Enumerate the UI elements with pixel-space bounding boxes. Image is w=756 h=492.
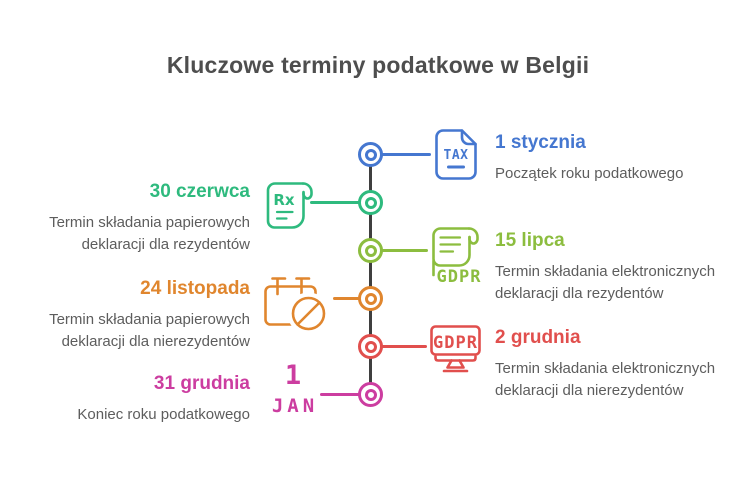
timeline-node xyxy=(358,334,383,359)
timeline-node-core xyxy=(364,148,377,161)
svg-text:TAX: TAX xyxy=(444,148,469,163)
timeline-node-core xyxy=(364,196,377,209)
timeline-node xyxy=(358,142,383,167)
gdpr-monitor-icon: GDPR xyxy=(427,321,484,374)
entry-date: 1 stycznia xyxy=(495,132,586,153)
timeline-node xyxy=(358,382,383,407)
entry-description: Koniec roku podatkowego xyxy=(77,406,250,423)
entry-date: 30 czerwca xyxy=(149,181,250,202)
jan-1-icon-month: JAN xyxy=(271,395,319,417)
entry-date: 31 grudnia xyxy=(153,373,250,394)
entry-description: Termin składania elektronicznych deklara… xyxy=(495,263,716,302)
timeline-entry: 15 lipca Termin składania elektronicznyc… xyxy=(495,229,750,305)
timeline-node-core xyxy=(364,388,377,401)
timeline-connector xyxy=(333,297,360,300)
jan-1-icon-day: 1 xyxy=(284,360,302,391)
rx-scroll-icon: Rx xyxy=(263,178,317,237)
timeline-node-core xyxy=(364,292,377,305)
timeline-entry: 2 grudnia Termin składania elektroniczny… xyxy=(495,326,750,402)
svg-text:GDPR: GDPR xyxy=(437,267,482,287)
entry-description: Termin składania elektronicznych deklara… xyxy=(495,360,716,399)
entry-date: 15 lipca xyxy=(495,230,565,251)
gdpr-scroll-icon: GDPR xyxy=(427,223,486,287)
timeline-connector xyxy=(310,201,360,204)
entry-description: Początek roku podatkowego xyxy=(495,165,684,182)
timeline-connector xyxy=(381,345,427,348)
timeline-entry: 30 czerwca Termin składania papierowych … xyxy=(20,180,250,256)
jan-1-icon: 1 JAN xyxy=(265,360,321,418)
svg-text:Rx: Rx xyxy=(273,191,295,209)
timeline-node xyxy=(358,238,383,263)
timeline-node-core xyxy=(364,244,377,257)
page-title: Kluczowe terminy podatkowe w Belgii xyxy=(166,52,590,78)
calendar-blocked-icon xyxy=(260,273,331,334)
timeline-connector xyxy=(381,249,428,252)
timeline-spine xyxy=(369,155,372,395)
entry-date: 2 grudnia xyxy=(495,327,581,348)
timeline-node-core xyxy=(364,340,377,353)
tax-document-icon: TAX xyxy=(432,128,480,181)
timeline-entry: 24 listopada Termin składania papierowyc… xyxy=(20,277,250,353)
timeline-node xyxy=(358,190,383,215)
timeline-node xyxy=(358,286,383,311)
timeline-entry: 1 stycznia Początek roku podatkowego xyxy=(495,131,750,185)
svg-text:GDPR: GDPR xyxy=(433,333,478,353)
timeline-entry: 31 grudnia Koniec roku podatkowego xyxy=(20,372,250,426)
entry-description: Termin składania papierowych deklaracji … xyxy=(49,214,250,253)
timeline-connector xyxy=(381,153,431,156)
entry-date: 24 listopada xyxy=(140,278,250,299)
timeline-connector xyxy=(320,393,360,396)
entry-description: Termin składania papierowych deklaracji … xyxy=(49,311,250,350)
